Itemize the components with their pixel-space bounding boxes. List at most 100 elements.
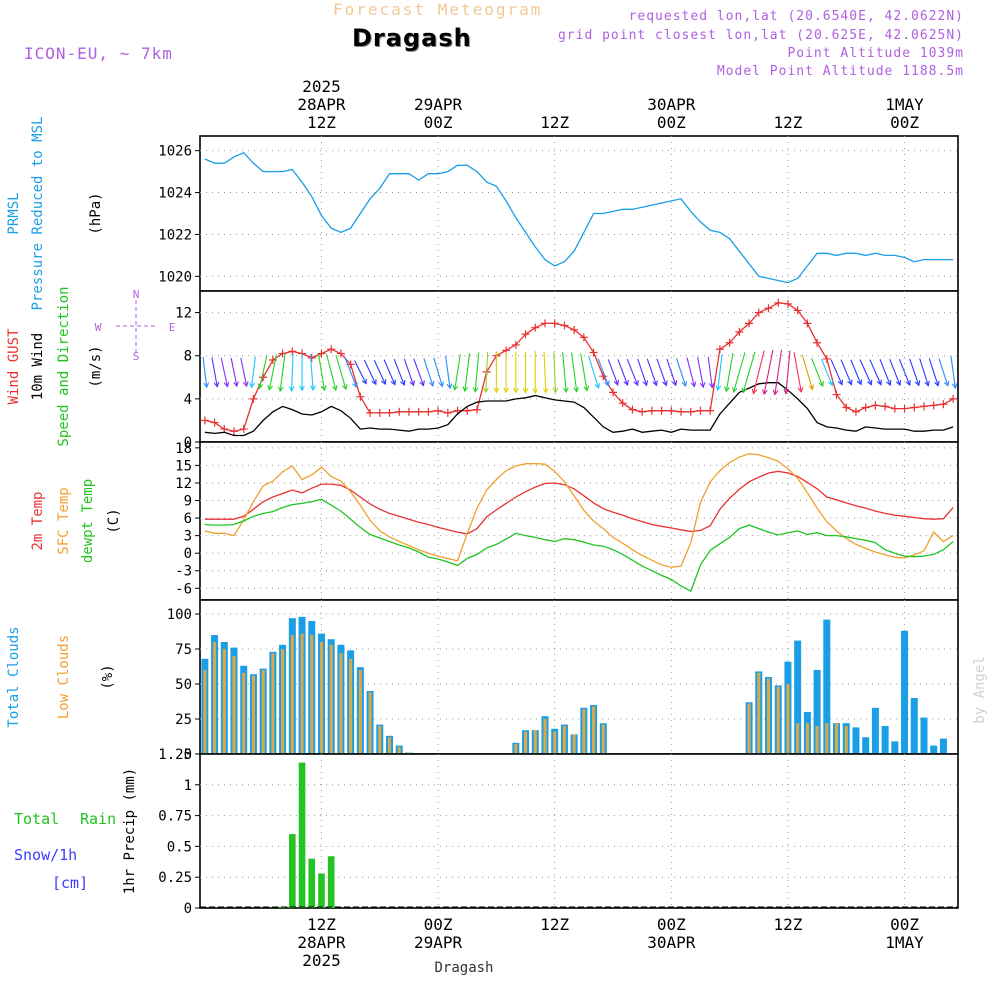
bar-clouds [766,678,771,754]
panel-label: 10m Wind [30,333,46,400]
gust-marker [336,349,345,358]
gust-marker [677,407,686,416]
wind-arrow [810,357,824,387]
wind-arrow [562,352,567,393]
wind-arrow-head [267,384,273,391]
time-label-top: 29APR [414,95,463,114]
wind-arrow [850,359,862,385]
gust-marker [783,299,792,308]
wind-arrow [211,357,218,387]
gust-marker [715,345,724,354]
wind-arrow-head [493,387,500,394]
y-tick-label: 1.25 [158,747,192,763]
y-tick-label: 12 [175,476,192,492]
series-line-pressure-0 [204,152,954,284]
gust-marker [560,321,569,330]
y-tick-label: 8 [184,349,192,365]
wind-arrow [637,358,648,386]
bar-clouds [271,653,275,754]
gust-marker [375,408,384,417]
time-label-bottom: 12Z [540,915,569,934]
panel-label: (%) [100,664,116,689]
gust-marker [919,402,928,411]
wind-arrow [717,354,723,391]
bar-clouds [261,670,265,754]
wind-arrow-head [400,379,406,387]
panel-label: (m/s) [88,345,104,387]
gust-marker [832,390,841,399]
wind-arrow-head [277,386,284,393]
bar-precip [327,856,335,908]
wind-arrow [656,358,667,386]
panel-frame [199,135,959,292]
bar-clouds [871,707,879,754]
panel-pressure: 1020 1022 1024 1026 PRMSL Pressure Reduced to… [6,117,959,310]
wind-arrow-head [623,379,629,386]
wind-arrow-head [552,387,559,394]
wind-arrow-head [732,386,738,394]
bar-clouds [387,737,392,754]
wind-arrow [309,354,314,391]
wind-arrow [354,360,367,384]
wind-arrow [774,349,783,395]
wind-arrow-head [428,380,435,388]
wind-arrow [607,359,619,386]
wind-arrow-head [371,379,377,386]
gust-marker [288,347,297,356]
gust-marker [327,345,336,354]
bar-clouds [514,744,518,754]
wind-arrow [423,358,434,387]
bar-clouds [796,723,800,754]
gust-marker [686,407,695,416]
y-tick-label: 18 [175,441,192,457]
wind-arrow [445,355,451,389]
wind-arrow [840,359,852,385]
wind-arrow [938,358,949,386]
wind-arrow-head [797,386,804,394]
wind-arrow [785,350,791,394]
wind-arrow [820,358,833,386]
wind-arrow-head [438,381,444,388]
wind-arrow [666,358,677,386]
y-tick-label: 0 [184,546,192,562]
wind-arrow-head [762,389,768,396]
wind-arrow-head [452,384,459,391]
wind-arrow [202,356,208,388]
y-tick-label: 0.75 [158,809,192,825]
y-tick-label: 15 [175,458,192,474]
wind-arrow [793,352,802,392]
wind-arrow-head [886,380,892,387]
wind-arrow-head [751,388,758,395]
wind-arrow-head [522,388,529,394]
wind-arrow [413,358,425,386]
bar-clouds [823,619,831,754]
bar-clouds [319,642,324,754]
bar-clouds [523,731,528,754]
wind-arrow [909,358,920,386]
wind-arrow [393,359,405,386]
wind-arrow-head [361,378,367,385]
wind-arrow-head [604,380,610,387]
wind-arrow [742,351,756,393]
wind-arrow-head [708,382,715,389]
wind-arrow [869,359,882,385]
wind-arrow [919,358,929,386]
bar-clouds [747,703,751,754]
wind-arrow [464,353,471,392]
bar-clouds [310,635,314,754]
panel-label: Total Clouds [6,626,22,727]
wind-arrow [580,353,588,391]
bar-clouds [281,649,285,754]
time-label-top: 12Z [540,113,569,132]
panel-label: Low Clouds [56,635,72,719]
wind-arrow-head [837,379,844,386]
wind-arrow [752,350,765,394]
wind-arrow-head [380,379,387,386]
panel-label: SFC Temp [56,487,72,554]
panel-label: [cm] [52,874,88,892]
wind-arrow-head [856,379,863,386]
wind-arrow-head [699,382,706,389]
bar-clouds [939,738,947,754]
